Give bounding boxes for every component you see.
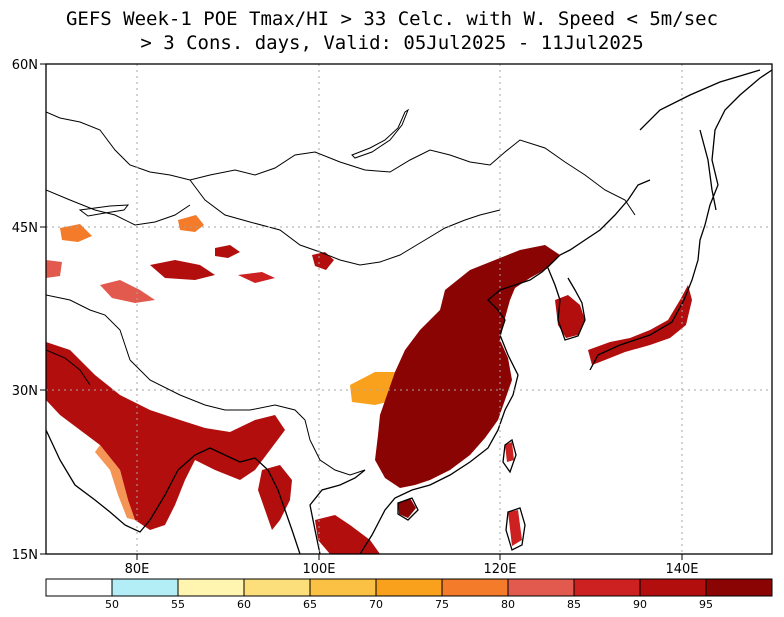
colorbar-label-55: 55 (171, 598, 185, 611)
border-central-asia (46, 294, 131, 361)
shade-indochina (315, 515, 380, 554)
colorbar-labels: 50 55 60 65 70 75 80 85 90 95 (105, 598, 713, 611)
colorbar-label-65: 65 (303, 598, 317, 611)
lat-label-15n: 15N (12, 548, 38, 563)
axis-ticks (40, 63, 683, 560)
colorbar-swatch-1 (111, 578, 179, 597)
shade-india (46, 342, 285, 530)
colorbar-swatch-2 (177, 578, 245, 597)
shade-taiwan (505, 442, 514, 462)
latitude-labels: 60N 45N 30N 15N (12, 58, 38, 563)
lon-label-100e: 100E (302, 562, 335, 577)
lake-balkhash (78, 204, 130, 217)
coast-taiwan (502, 438, 517, 474)
shade-myanmar (258, 465, 292, 530)
shade-caspian (60, 224, 92, 242)
colorbar-label-85: 85 (567, 598, 581, 611)
coast-kamchatka (639, 69, 761, 131)
colorbar-label-90: 90 (633, 598, 647, 611)
lake-baikal (351, 108, 410, 159)
colorbar (45, 578, 773, 597)
colorbar-label-60: 60 (237, 598, 251, 611)
longitude-labels: 80E 100E 120E 140E (125, 562, 699, 577)
border-china-mongolia-russia (46, 111, 636, 216)
shade-central-asia-6 (238, 272, 275, 283)
country-borders (46, 108, 636, 476)
gridlines (46, 64, 772, 554)
lon-label-80e: 80E (125, 562, 150, 577)
colorbar-swatch-9 (639, 578, 707, 597)
coastlines (46, 69, 772, 554)
probability-shading (46, 215, 692, 554)
shade-korea (555, 295, 585, 338)
map-title-line-2: > 3 Cons. days, Valid: 05Jul2025 - 11Jul… (140, 32, 644, 54)
lat-label-30n: 30N (12, 384, 38, 399)
shade-india-edge (95, 445, 135, 520)
colorbar-label-70: 70 (369, 598, 383, 611)
colorbar-swatch-8 (573, 578, 641, 597)
border-mongolia-south (189, 179, 501, 266)
colorbar-label-75: 75 (435, 598, 449, 611)
shade-luzon (508, 510, 522, 546)
colorbar-label-80: 80 (501, 598, 515, 611)
border-kazakh (46, 189, 191, 226)
lon-label-140e: 140E (665, 562, 698, 577)
coast-southeast-asia (254, 457, 366, 554)
colorbar-swatch-3 (243, 578, 311, 597)
colorbar-swatch-0 (45, 578, 113, 597)
colorbar-label-50: 50 (105, 598, 119, 611)
coast-hainan (397, 497, 419, 521)
coast-sakhalin (699, 129, 717, 211)
colorbar-swatch-7 (507, 578, 575, 597)
map-frame (45, 63, 773, 555)
map-title-line-1: GEFS Week-1 POE Tmax/HI > 33 Celc. with … (65, 8, 719, 30)
shade-hainan (398, 498, 416, 518)
shade-central-asia-1 (150, 260, 215, 280)
colorbar-label-95: 95 (699, 598, 713, 611)
shade-east-china (375, 245, 560, 488)
lat-label-60n: 60N (12, 58, 38, 73)
shade-central-asia-4 (178, 215, 204, 232)
lon-label-120e: 120E (483, 562, 516, 577)
shade-central-asia-2 (100, 280, 155, 303)
map-area (46, 64, 772, 554)
border-indochina (304, 419, 366, 476)
colorbar-swatch-10 (705, 578, 773, 597)
colorbar-swatch-4 (309, 578, 377, 597)
coast-india (46, 429, 256, 533)
shade-west-edge (46, 260, 62, 278)
shade-central-asia-3 (215, 245, 240, 258)
shade-central-asia-5 (312, 252, 334, 270)
coast-china (359, 179, 651, 554)
border-india-pakistan (46, 349, 91, 386)
colorbar-swatch-6 (441, 578, 509, 597)
colorbar-swatch-5 (375, 578, 443, 597)
coast-japan (589, 69, 772, 371)
shade-japan (588, 285, 692, 365)
lat-label-45n: 45N (12, 221, 38, 236)
coast-philippines (505, 507, 526, 551)
coast-korea (547, 267, 586, 341)
border-tibet-south (129, 359, 306, 421)
